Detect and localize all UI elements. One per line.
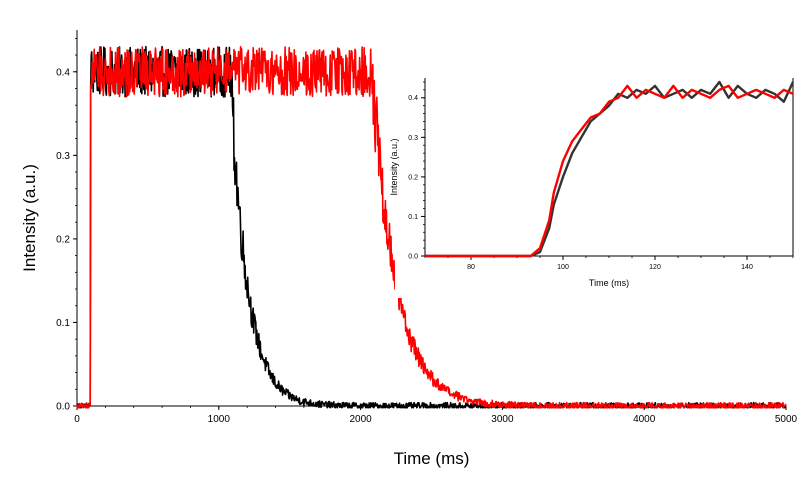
inset-y-tick-label: 0.1 xyxy=(408,214,418,221)
main-y-tick-label: 0.2 xyxy=(56,234,70,245)
inset-y-tick-label: 0.2 xyxy=(408,174,418,181)
main-y-tick-label: 0.0 xyxy=(56,402,70,413)
main-x-tick-label: 5000 xyxy=(775,414,798,425)
inset-y-tick-label: 0.3 xyxy=(408,135,418,142)
inset-series-line-2 xyxy=(425,84,794,258)
inset-y-tick-label: 0.0 xyxy=(408,253,418,260)
inset-y-axis-label: Intensity (a.u.) xyxy=(389,138,399,195)
inset-x-tick-label: 120 xyxy=(649,264,661,271)
main-x-tick-label: 0 xyxy=(74,414,80,425)
inset-background xyxy=(395,70,807,298)
main-x-tick-label: 4000 xyxy=(633,414,656,425)
main-x-tick-label: 2000 xyxy=(349,414,372,425)
main-y-tick-label: 0.1 xyxy=(56,318,70,329)
main-y-tick-label: 0.4 xyxy=(56,67,70,78)
main-y-axis-label: Intensity (a.u.) xyxy=(20,164,39,272)
main-x-axis-label: Time (ms) xyxy=(394,449,470,468)
inset-y-tick-label: 0.4 xyxy=(408,95,418,102)
main-plot: 0.0 0.1 0.2 0.3 0.4 0 1000 2000 3000 4000 5000 Time… xyxy=(20,30,798,468)
inset-x-tick-label: 80 xyxy=(467,264,475,271)
main-x-tick-label: 1000 xyxy=(208,414,231,425)
inset-series-line-1 xyxy=(425,80,795,258)
inset-x-tick-label: 100 xyxy=(557,264,569,271)
main-series-line-2 xyxy=(76,46,787,409)
inset-plot: 0.0 0.1 0.2 0.3 0.4 80 100 120 140 Time (ms) Inten… xyxy=(389,78,795,288)
main-x-tick-label: 3000 xyxy=(491,414,514,425)
main-y-tick-label: 0.3 xyxy=(56,151,70,162)
inset-x-tick-label: 140 xyxy=(741,264,753,271)
inset-x-axis-label: Time (ms) xyxy=(589,278,629,288)
